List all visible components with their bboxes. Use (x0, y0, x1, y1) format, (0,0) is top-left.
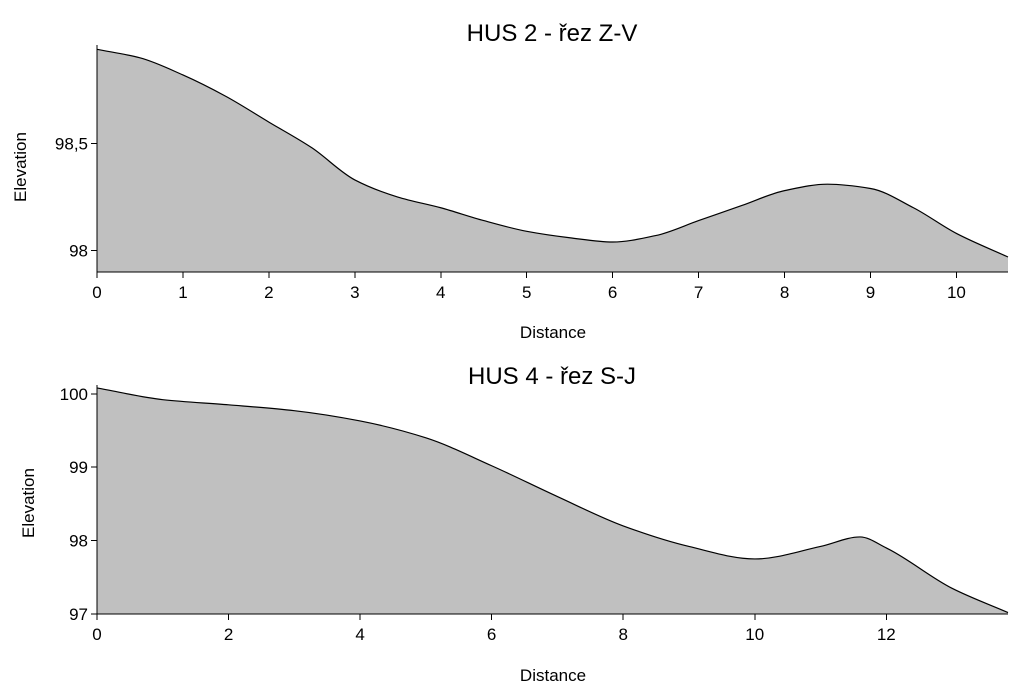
y-tick-label: 99 (69, 458, 88, 477)
x-tick-label: 6 (608, 283, 617, 302)
y-axis-label: Elevation (11, 132, 30, 202)
chart-hus4-profile: HUS 4 - řez S-J 0 2 4 6 8 10 12 97 98 99 100 Dist… (19, 363, 1008, 685)
profile-area (97, 388, 1008, 614)
x-tick-label: 2 (264, 283, 273, 302)
x-axis-label: Distance (520, 323, 586, 342)
x-tick-label: 12 (877, 625, 896, 644)
chart-title: HUS 4 - řez S-J (468, 363, 636, 390)
y-tick-label: 98 (69, 242, 88, 261)
x-axis-label: Distance (520, 666, 586, 685)
x-tick-label: 4 (355, 625, 364, 644)
profile-area (97, 49, 1008, 272)
x-tick-label: 5 (522, 283, 531, 302)
x-axis: 0 1 2 3 4 5 6 7 8 9 10 (92, 272, 1008, 302)
x-tick-label: 2 (224, 625, 233, 644)
chart-title: HUS 2 - řez Z-V (467, 20, 638, 47)
y-tick-label: 98 (69, 532, 88, 551)
x-tick-label: 10 (947, 283, 966, 302)
x-tick-label: 3 (350, 283, 359, 302)
x-tick-label: 1 (178, 283, 187, 302)
y-tick-label: 98,5 (55, 135, 88, 154)
x-tick-label: 10 (745, 625, 764, 644)
x-tick-label: 7 (694, 283, 703, 302)
y-tick-label: 97 (69, 605, 88, 624)
chart-hus2-profile: HUS 2 - řez Z-V 0 1 2 3 4 5 6 7 8 9 10 98 98,5 Dist… (11, 20, 1008, 342)
y-axis: 98 98,5 (55, 45, 97, 272)
x-axis: 0 2 4 6 8 10 12 (92, 614, 1008, 644)
y-tick-label: 100 (60, 385, 88, 404)
x-tick-label: 8 (780, 283, 789, 302)
x-tick-label: 9 (866, 283, 875, 302)
x-tick-label: 8 (618, 625, 627, 644)
x-tick-label: 0 (92, 283, 101, 302)
x-tick-label: 4 (436, 283, 445, 302)
x-tick-label: 6 (487, 625, 496, 644)
y-axis: 97 98 99 100 (60, 385, 97, 624)
y-axis-label: Elevation (19, 468, 38, 538)
x-tick-label: 0 (92, 625, 101, 644)
